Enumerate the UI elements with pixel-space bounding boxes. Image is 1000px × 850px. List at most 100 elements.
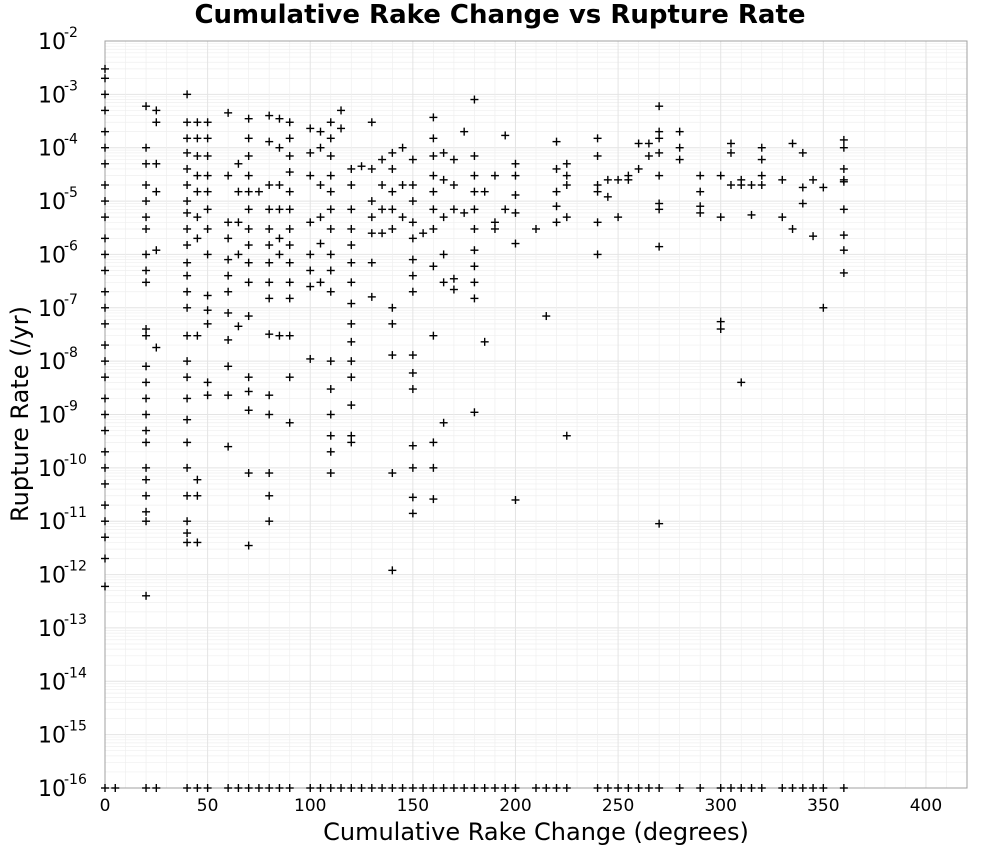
data-point xyxy=(470,784,479,792)
data-point xyxy=(470,408,479,417)
x-tick-label: 150 xyxy=(397,796,429,816)
data-point xyxy=(562,213,571,222)
data-point xyxy=(839,205,848,214)
data-point xyxy=(152,784,161,792)
data-point xyxy=(439,250,448,259)
data-point xyxy=(798,784,807,792)
data-point xyxy=(101,234,109,243)
data-point xyxy=(285,418,294,427)
data-point xyxy=(757,171,766,180)
data-point xyxy=(490,784,499,792)
data-point xyxy=(244,151,253,160)
data-point xyxy=(726,148,735,157)
data-point xyxy=(367,197,376,206)
data-point xyxy=(634,784,643,792)
data-point xyxy=(819,183,828,192)
data-point xyxy=(183,90,192,99)
data-point xyxy=(244,205,253,214)
data-point xyxy=(193,234,202,243)
data-point xyxy=(603,175,612,184)
data-point xyxy=(183,373,192,382)
data-point xyxy=(234,250,243,259)
y-tick-exponent: -2 xyxy=(64,25,78,41)
data-point xyxy=(839,268,848,277)
x-tick-label: 400 xyxy=(910,796,942,816)
data-point xyxy=(542,312,551,321)
data-point xyxy=(326,266,335,275)
data-point xyxy=(470,224,479,233)
y-tick-exponent: -10 xyxy=(64,452,87,468)
y-tick-label: 10-13 xyxy=(38,612,87,642)
data-point xyxy=(809,175,818,184)
data-point xyxy=(367,164,376,173)
data-point xyxy=(326,784,335,792)
data-point xyxy=(234,218,243,227)
data-point xyxy=(747,210,756,219)
data-point xyxy=(809,784,818,792)
data-point xyxy=(183,224,192,233)
data-point xyxy=(593,784,602,792)
data-point xyxy=(285,784,294,792)
data-point xyxy=(234,784,243,792)
data-point xyxy=(614,784,623,792)
data-point xyxy=(716,784,725,792)
data-point xyxy=(183,394,192,403)
data-point xyxy=(696,171,705,180)
data-point xyxy=(244,278,253,287)
data-point xyxy=(809,232,818,241)
data-point xyxy=(101,533,109,542)
data-point xyxy=(101,394,109,403)
data-point xyxy=(408,351,417,360)
data-point xyxy=(101,266,109,275)
data-point xyxy=(326,187,335,196)
data-point xyxy=(306,354,315,363)
data-point xyxy=(244,406,253,415)
data-point xyxy=(142,463,151,472)
data-point xyxy=(275,143,284,152)
data-point xyxy=(244,241,253,250)
data-point xyxy=(326,134,335,143)
data-point xyxy=(378,181,387,190)
data-point xyxy=(655,784,664,792)
data-point xyxy=(429,438,438,447)
data-point xyxy=(265,784,274,792)
data-point xyxy=(285,118,294,127)
data-point xyxy=(142,410,151,419)
data-point xyxy=(778,784,787,792)
data-point xyxy=(265,258,274,267)
data-point xyxy=(265,469,274,478)
data-point xyxy=(532,784,540,792)
data-point xyxy=(254,187,263,196)
data-point xyxy=(429,331,438,340)
data-point xyxy=(655,205,664,214)
data-point xyxy=(562,171,571,180)
data-point xyxy=(408,155,417,164)
data-point xyxy=(798,199,807,208)
data-point xyxy=(193,475,202,484)
y-tick-label: 10-10 xyxy=(38,452,87,482)
data-point xyxy=(655,519,664,528)
data-point xyxy=(224,255,233,264)
data-point xyxy=(101,143,109,152)
data-point xyxy=(337,124,346,133)
data-point xyxy=(449,155,458,164)
data-point xyxy=(716,213,725,222)
data-point xyxy=(398,784,407,792)
data-point xyxy=(408,287,417,296)
data-point xyxy=(193,151,202,160)
data-point xyxy=(203,378,212,387)
data-point xyxy=(142,197,151,206)
data-point xyxy=(265,410,274,419)
data-point xyxy=(183,241,192,250)
data-point xyxy=(798,183,807,192)
data-point xyxy=(101,74,109,83)
data-point xyxy=(306,784,315,792)
data-point xyxy=(562,784,571,792)
data-point xyxy=(234,187,243,196)
y-tick-exponent: -6 xyxy=(64,238,78,254)
data-point xyxy=(306,148,315,157)
data-point xyxy=(562,431,571,440)
data-point xyxy=(408,181,417,190)
data-point xyxy=(419,784,428,792)
data-point xyxy=(460,127,469,136)
